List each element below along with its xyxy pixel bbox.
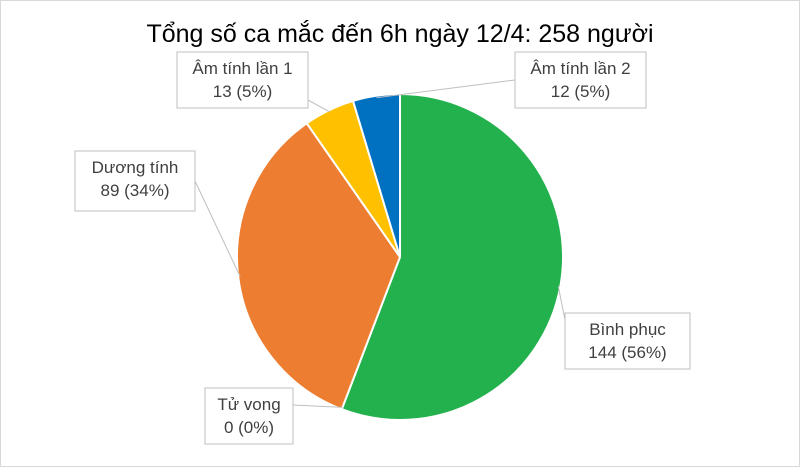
label-callout-binh-phuc: Bình phục 144 (56%) [564,312,691,370]
label-box-binh-phuc [564,312,691,370]
label-leader-lines [194,79,566,408]
leader-line-duong-tinh [194,180,241,277]
label-box-tu-vong [204,387,294,445]
slice-value-label: 13 (5%) [213,82,273,101]
slice-name-label: Dương tính [92,158,179,177]
slice-name-label: Âm tính lần 2 [530,59,630,78]
label-box-duong-tinh [74,150,196,212]
label-callout-tu-vong: Tử vong 0 (0%) [204,387,294,445]
chart-title: Tổng số ca mắc đến 6h ngày 12/4: 258 ngư… [146,19,653,48]
leader-line-tu-vong [292,404,343,408]
label-box-am-tinh-lan-1 [176,51,309,109]
slice-value-label: 89 (34%) [101,181,170,200]
slice-name-label: Tử vong [217,395,280,414]
slice-name-label: Âm tính lần 1 [192,59,292,78]
slice-labels: Bình phục 144 (56%) Tử vong 0 (0%) Dương tín… [74,51,691,445]
pie-slice-duong-tinh [236,121,402,411]
label-callout-am-tinh-lan-2: Âm tính lần 2 12 (5%) [514,51,647,109]
pie-slice-am-tinh-lan-2 [351,92,401,258]
slice-value-label: 0 (0%) [224,418,274,437]
slice-value-label: 144 (56%) [588,343,666,362]
label-callout-duong-tinh: Dương tính 89 (34%) [74,150,196,212]
slice-value-label: 12 (5%) [551,82,611,101]
leader-line-am-tinh-lan-1 [307,99,331,113]
pie-slice-binh-phuc [340,92,564,421]
slice-name-label: Bình phục [589,320,666,339]
leader-line-binh-phuc [557,286,566,321]
label-box-am-tinh-lan-2 [514,51,647,109]
label-callout-am-tinh-lan-1: Âm tính lần 1 13 (5%) [176,51,309,109]
pie-slices [236,92,564,421]
leader-line-am-tinh-lan-2 [376,79,516,99]
